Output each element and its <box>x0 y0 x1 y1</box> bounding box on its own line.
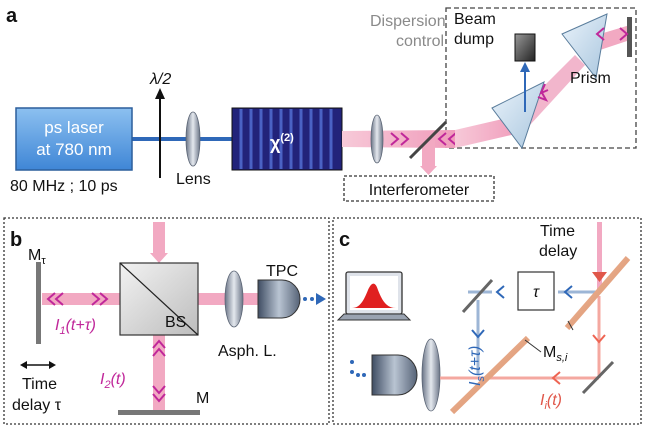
lens <box>185 111 201 167</box>
incoming-arrow-icon-c <box>592 272 607 282</box>
dispersion-label-line2: control <box>396 33 444 50</box>
beam-direction-arrows-a <box>390 132 457 146</box>
incoming-arrow-icon-b <box>150 253 168 263</box>
signal-direction-arrows <box>471 285 573 339</box>
time-delay-label-line1-b: Time <box>22 376 57 393</box>
signal-intensity-label: Is(t+τ) <box>467 346 487 386</box>
waveplate-label: λ/2 <box>149 71 171 88</box>
panel-a: a Dispersion control ps laser at 780 nm … <box>6 5 637 202</box>
mirror-m <box>118 410 200 415</box>
time-delay-arrow-right-icon <box>49 361 56 369</box>
panel-b-border <box>3 217 330 425</box>
tpc-detector <box>257 279 301 319</box>
intensity-2-label: I2(t) <box>100 371 126 391</box>
beam-dump-label-line1: Beam <box>454 11 496 28</box>
mirror-si-label: Ms,i <box>543 344 568 364</box>
prism-label: Prism <box>570 70 611 87</box>
beam-dump-arrow-icon <box>520 62 530 72</box>
idler-direction-arrows <box>551 334 606 385</box>
mirror-m-tau <box>36 262 41 344</box>
laser-rep-rate: 80 MHz ; 10 ps <box>10 178 118 195</box>
incoming-beam-b <box>153 222 165 255</box>
mirror-si-pointer-2 <box>567 320 574 331</box>
beam-direction-arrows-dispersion <box>537 27 629 102</box>
idler-intensity-label: Ii(t) <box>540 392 562 412</box>
panel-c-border <box>332 217 642 425</box>
beam-dump-label-line2: dump <box>454 31 494 48</box>
pickoff-mirror <box>408 120 448 160</box>
output-arrow-icon-b <box>316 293 326 305</box>
time-delay-box <box>517 271 555 311</box>
beam-dump <box>514 33 536 62</box>
end-mirror <box>627 17 632 57</box>
signal-fold-mirror <box>461 278 494 314</box>
asph-lens-label: Asph. L. <box>218 343 277 360</box>
time-delay-label-line1-c: Time <box>540 223 575 240</box>
mirror-m-label: M <box>196 390 209 407</box>
intensity-1-label: I1(t+τ) <box>55 317 96 337</box>
beam-between-prisms <box>520 55 585 125</box>
panel-a-letter: a <box>6 5 18 27</box>
panel-b-letter: b <box>10 229 22 251</box>
waveplate-arrow-icon <box>155 88 165 99</box>
laser-label-line2: at 780 nm <box>36 140 112 159</box>
time-delay-label-line2-b: delay τ <box>12 397 62 414</box>
aspheric-lens <box>224 270 244 328</box>
laptop-keyboard <box>336 313 412 321</box>
beam-to-interferometer <box>422 140 435 166</box>
panel-c: c τ Time delay <box>332 217 642 425</box>
interferometer-label: Interferometer <box>369 182 470 199</box>
dichroic-mirror-bottom <box>449 335 531 415</box>
tpc-label: TPC <box>266 263 298 280</box>
coincidence-histogram <box>352 283 396 308</box>
bs-label: BS <box>165 314 186 331</box>
laser-label-line1: ps laser <box>44 118 104 137</box>
time-delay-label-line2-c: delay <box>539 243 577 260</box>
focusing-lens-c <box>421 338 441 412</box>
detector-c <box>371 354 418 396</box>
interferometer-box <box>343 175 495 202</box>
prism-1 <box>491 81 545 150</box>
dichroic-mirror-top <box>564 256 631 330</box>
collimating-lens <box>370 114 384 164</box>
time-delay-arrow-left-icon <box>20 361 27 369</box>
pump-beam <box>130 137 235 141</box>
tau-box-label: τ <box>533 284 540 301</box>
idler-fold-mirror <box>581 360 615 395</box>
panel-b: b Mτ BS Asph. L. TPC M <box>3 217 330 425</box>
lens-label: Lens <box>176 171 211 188</box>
beam-direction-arrows-b <box>46 292 166 403</box>
dispersion-control-box <box>445 7 637 149</box>
crystal-poling-stripes <box>239 109 333 169</box>
prism-2 <box>561 13 608 80</box>
incoming-beam-c <box>597 222 602 290</box>
mirror-si-pointer <box>524 339 542 353</box>
panel-c-letter: c <box>339 229 350 251</box>
beamsplitter-diagonal <box>119 262 199 336</box>
mirror-m-tau-label: Mτ <box>28 247 46 267</box>
dispersion-label-line1: Dispersion <box>370 13 446 30</box>
ps-laser <box>15 107 133 171</box>
interferometer-arrow-icon <box>420 166 437 175</box>
detector-c-dots <box>350 360 366 377</box>
tpc-output-dots <box>303 293 326 305</box>
crystal-label: χ(2) <box>270 132 294 153</box>
